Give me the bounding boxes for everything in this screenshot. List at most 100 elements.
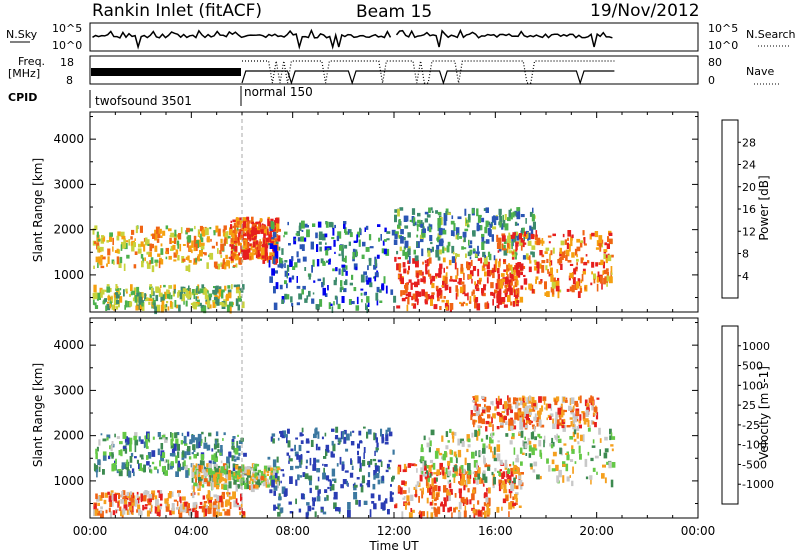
- power-cell: [209, 227, 212, 230]
- power-cell: [181, 293, 185, 302]
- velocity-cell: [257, 479, 260, 483]
- power-cell: [106, 263, 108, 267]
- power-cell: [188, 288, 191, 294]
- velocity-cell: [313, 433, 317, 439]
- velocity-cell: [519, 485, 523, 490]
- power-cell: [600, 259, 604, 266]
- velocity-cell: [433, 472, 437, 475]
- velocity-cell: [380, 428, 383, 437]
- velocity-cell: [241, 503, 243, 509]
- power-cell: [217, 263, 221, 270]
- velocity-cell: [358, 430, 362, 436]
- velocity-cell: [561, 425, 565, 429]
- power-cell: [334, 224, 336, 229]
- power-cell: [515, 262, 520, 269]
- power-cell: [569, 263, 574, 266]
- velocity-cell: [120, 499, 124, 504]
- velocity-cell: [565, 453, 568, 455]
- velocity-cell: [611, 462, 616, 468]
- velocity-cell: [216, 484, 220, 490]
- velocity-xtick-label: 00:00: [681, 524, 716, 538]
- power-cell: [520, 263, 524, 271]
- power-cell: [93, 284, 97, 293]
- power-cell: [343, 288, 347, 293]
- power-cell: [255, 221, 260, 225]
- power-cell: [338, 268, 341, 275]
- power-cell: [456, 267, 459, 276]
- power-cell: [437, 273, 442, 278]
- power-cell: [425, 263, 428, 271]
- velocity-cell: [444, 500, 447, 507]
- velocity-cell: [215, 511, 219, 517]
- velocity-cell: [369, 509, 372, 518]
- velocity-cell: [184, 501, 188, 507]
- power-cell: [523, 274, 526, 277]
- power-cell: [297, 258, 301, 263]
- power-cell: [502, 214, 504, 222]
- velocity-cell: [315, 427, 318, 435]
- velocity-ytick-label: 3000: [53, 383, 84, 397]
- power-cell: [211, 245, 215, 249]
- velocity-cell: [120, 511, 124, 517]
- power-cell: [560, 240, 565, 246]
- velocity-cell: [529, 395, 531, 401]
- power-cell: [496, 282, 500, 290]
- velocity-cell: [231, 470, 233, 475]
- power-colorbar-tick-label: 28: [742, 136, 756, 149]
- velocity-cell: [181, 496, 186, 501]
- velocity-cell: [474, 395, 479, 402]
- power-cell: [414, 284, 418, 288]
- velocity-cell: [497, 470, 500, 473]
- power-cell: [514, 289, 517, 295]
- velocity-cell: [363, 500, 368, 505]
- power-cell: [200, 244, 205, 250]
- power-cell: [576, 262, 578, 266]
- velocity-cell: [94, 465, 98, 470]
- power-cell: [141, 260, 144, 268]
- power-cell: [510, 279, 513, 286]
- velocity-cell: [200, 454, 205, 461]
- velocity-cell: [280, 469, 284, 472]
- power-cell: [149, 294, 152, 298]
- velocity-cell: [326, 496, 329, 501]
- velocity-cell: [493, 413, 496, 419]
- velocity-cell: [515, 497, 518, 502]
- power-cell: [116, 235, 120, 241]
- power-cell: [529, 211, 533, 217]
- velocity-ytick-label: 2000: [53, 429, 84, 443]
- power-cell: [97, 292, 101, 300]
- velocity-cell: [118, 503, 120, 507]
- power-cell: [468, 300, 472, 304]
- power-cell: [256, 230, 260, 235]
- velocity-cell: [589, 475, 593, 480]
- power-cell: [585, 254, 588, 257]
- power-cell: [234, 224, 237, 231]
- velocity-cell: [183, 460, 186, 467]
- velocity-cell: [190, 493, 193, 496]
- power-cell: [173, 234, 178, 241]
- velocity-cell: [421, 471, 424, 475]
- velocity-cell: [255, 476, 258, 480]
- power-cell: [207, 290, 209, 294]
- velocity-cell: [124, 436, 128, 443]
- nsky-strip-frame: [89, 22, 699, 52]
- velocity-cell: [519, 417, 523, 424]
- velocity-cell: [451, 512, 453, 519]
- velocity-cell: [359, 483, 363, 487]
- velocity-cell: [142, 504, 145, 511]
- power-cell: [425, 270, 428, 275]
- velocity-cell: [150, 469, 153, 474]
- velocity-cell: [165, 459, 168, 463]
- velocity-cell: [177, 490, 181, 494]
- power-cell: [341, 244, 344, 250]
- power-cell: [442, 229, 447, 235]
- power-cell: [416, 223, 419, 232]
- power-cell: [360, 288, 364, 291]
- velocity-cell: [512, 467, 516, 475]
- velocity-cell: [398, 485, 401, 492]
- power-cell: [407, 248, 411, 256]
- velocity-cell: [501, 506, 503, 511]
- power-cell: [496, 296, 500, 304]
- velocity-cell: [366, 431, 369, 439]
